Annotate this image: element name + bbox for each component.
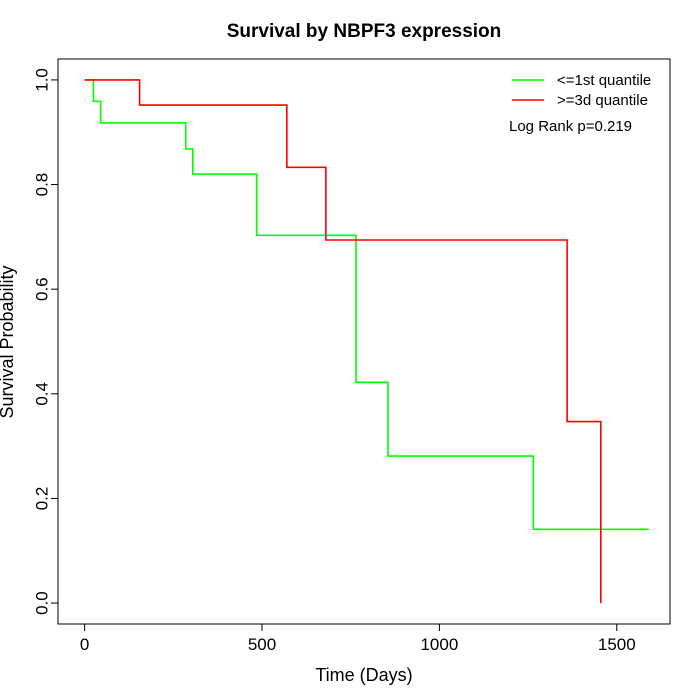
series-line-1 <box>84 79 649 531</box>
x-axis: 0 500 1000 1500 <box>80 623 636 654</box>
legend: <=1st quantile >=3d quantile <box>512 72 651 109</box>
x-tick-label: 1500 <box>598 635 636 654</box>
y-tick-label: 1.0 <box>33 68 52 92</box>
chart-title: Survival by NBPF3 expression <box>227 21 502 42</box>
legend-label-2: >=3d quantile <box>557 92 648 109</box>
x-axis-label: Time (Days) <box>315 665 412 685</box>
y-tick-label: 0.8 <box>33 173 52 197</box>
y-tick-label: 0.0 <box>33 591 52 615</box>
series-group <box>84 79 649 604</box>
series-line-2 <box>84 79 602 604</box>
y-axis: 0.0 0.2 0.4 0.6 0.8 1.0 <box>33 68 59 615</box>
x-tick-label: 0 <box>80 635 89 654</box>
y-tick-label: 0.2 <box>33 487 52 511</box>
log-rank-annotation: Log Rank p=0.219 <box>509 118 632 135</box>
y-tick-label: 0.4 <box>33 382 52 406</box>
legend-label-1: <=1st quantile <box>557 72 651 89</box>
x-tick-label: 1000 <box>420 635 458 654</box>
plot-frame <box>57 58 671 625</box>
y-tick-label: 0.6 <box>33 277 52 301</box>
x-tick-label: 500 <box>248 635 276 654</box>
y-axis-label: Survival Probability <box>0 265 17 418</box>
